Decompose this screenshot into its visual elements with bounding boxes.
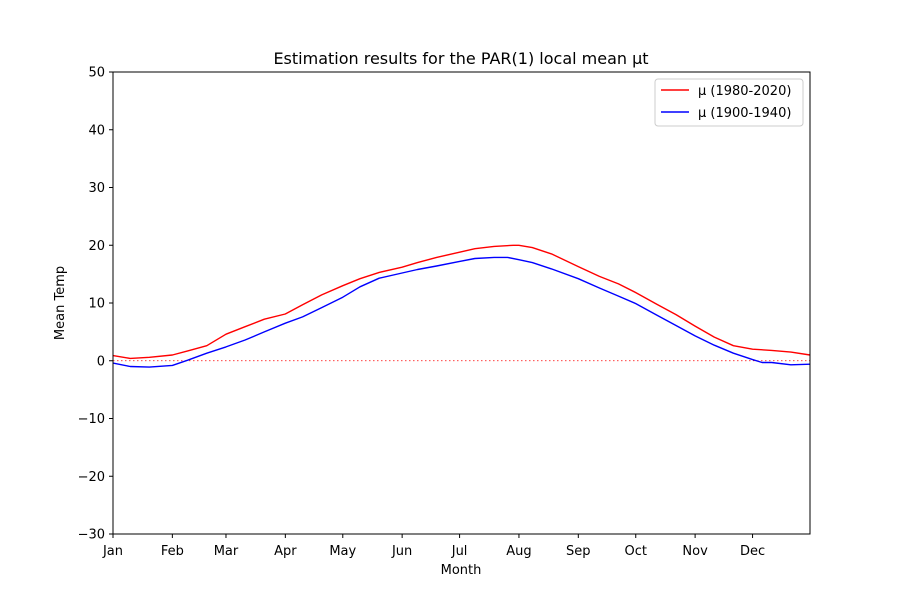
x-tick-label: Apr: [274, 544, 297, 559]
x-tick-label: Jun: [391, 544, 412, 559]
x-tick-label: Jan: [102, 544, 123, 559]
x-tick-label: Mar: [214, 544, 239, 559]
plot-area-frame: [112, 71, 811, 535]
series-layer: [112, 244, 811, 368]
y-tick-label: 50: [88, 66, 105, 81]
x-tick-label: Nov: [682, 544, 708, 559]
y-tick-label: 10: [88, 297, 105, 312]
chart-title: Estimation results for the PAR(1) local …: [273, 49, 648, 68]
legend-box: [654, 78, 804, 127]
series-line-2: [112, 256, 811, 368]
legend: μ (1980-2020) μ (1900-1940): [654, 78, 804, 127]
x-tick-label: Dec: [740, 544, 765, 559]
x-tick-label: Aug: [506, 544, 531, 559]
x-tick-label: Oct: [625, 544, 647, 559]
legend-label-2: μ (1900-1940): [698, 106, 791, 121]
x-axis: Jan Feb Mar Apr May Jun Jul Aug Sep Oct Nov Dec: [102, 534, 765, 559]
y-tick-label: 40: [88, 123, 105, 138]
y-tick-label: −10: [78, 412, 105, 427]
y-axis-title: Mean Temp: [53, 266, 68, 340]
x-tick-label: May: [329, 544, 356, 559]
y-tick-label: −20: [78, 470, 105, 485]
x-axis-title: Month: [441, 563, 482, 578]
y-tick-label: 20: [88, 239, 105, 254]
y-tick-label: −30: [78, 528, 105, 543]
x-tick-label: Sep: [566, 544, 591, 559]
x-tick-label: Feb: [161, 544, 184, 559]
x-tick-label: Jul: [451, 544, 468, 559]
legend-label-1: μ (1980-2020): [698, 84, 791, 99]
series-line-1: [112, 244, 811, 360]
y-tick-label: 30: [88, 181, 105, 196]
y-tick-label: 0: [97, 354, 105, 369]
y-axis: −30 −20 −10 0 10 20 30 40 50: [78, 66, 113, 543]
